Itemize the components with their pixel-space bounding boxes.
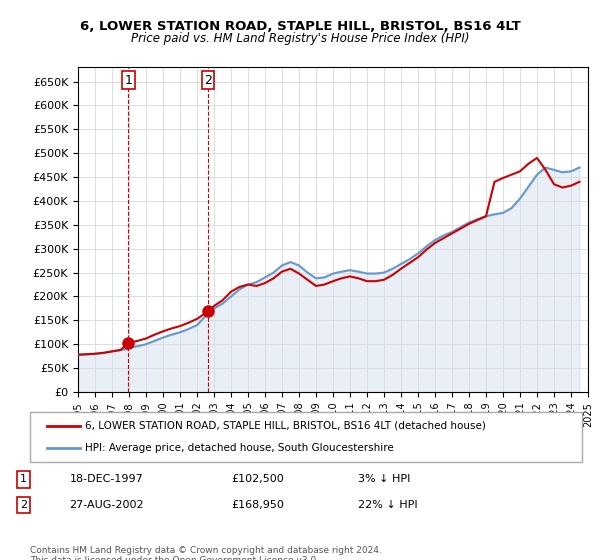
Text: 1: 1	[20, 474, 27, 484]
Text: 22% ↓ HPI: 22% ↓ HPI	[358, 500, 417, 510]
FancyBboxPatch shape	[30, 412, 582, 462]
Text: Price paid vs. HM Land Registry's House Price Index (HPI): Price paid vs. HM Land Registry's House …	[131, 32, 469, 45]
Text: Contains HM Land Registry data © Crown copyright and database right 2024.
This d: Contains HM Land Registry data © Crown c…	[30, 546, 382, 560]
Text: 2: 2	[20, 500, 27, 510]
Text: 6, LOWER STATION ROAD, STAPLE HILL, BRISTOL, BS16 4LT (detached house): 6, LOWER STATION ROAD, STAPLE HILL, BRIS…	[85, 421, 486, 431]
Text: HPI: Average price, detached house, South Gloucestershire: HPI: Average price, detached house, Sout…	[85, 443, 394, 453]
Text: £102,500: £102,500	[231, 474, 284, 484]
Text: 1: 1	[124, 74, 132, 87]
Text: 27-AUG-2002: 27-AUG-2002	[70, 500, 144, 510]
Text: £168,950: £168,950	[231, 500, 284, 510]
Text: 6, LOWER STATION ROAD, STAPLE HILL, BRISTOL, BS16 4LT: 6, LOWER STATION ROAD, STAPLE HILL, BRIS…	[80, 20, 520, 32]
Text: 2: 2	[204, 74, 212, 87]
Text: 3% ↓ HPI: 3% ↓ HPI	[358, 474, 410, 484]
Text: 18-DEC-1997: 18-DEC-1997	[70, 474, 143, 484]
